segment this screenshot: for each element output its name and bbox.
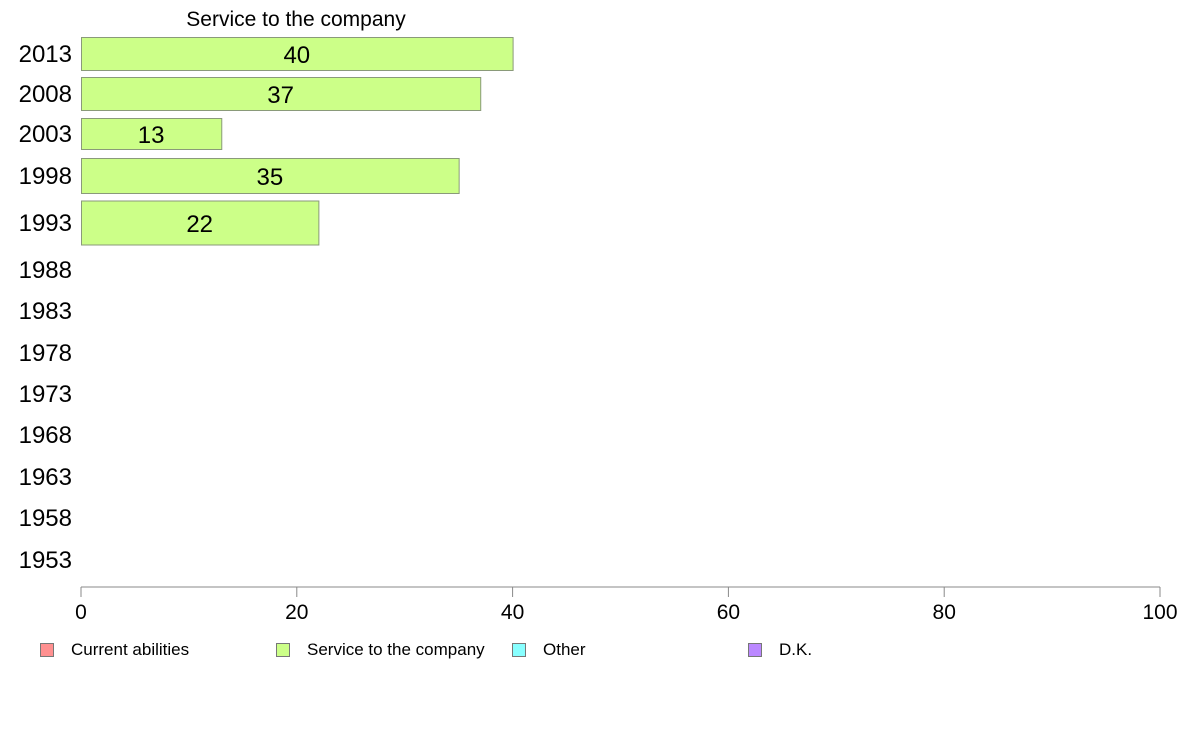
y-tick-label: 2013: [19, 41, 72, 68]
legend: Current abilities Service to the company O…: [0, 640, 1188, 662]
legend-label: Service to the company: [307, 640, 485, 659]
data-label: 35: [256, 164, 283, 191]
x-axis: 0 20 40 60 80 100: [75, 586, 1178, 624]
y-tick-label: 1978: [19, 340, 72, 367]
x-tick-label: 100: [1142, 601, 1177, 624]
legend-item: D.K.: [748, 640, 812, 660]
x-tick-label: 40: [501, 601, 524, 624]
x-tick-label: 80: [933, 601, 956, 624]
data-label: 13: [138, 122, 165, 149]
data-label: 37: [267, 82, 294, 109]
bar: [81, 200, 320, 246]
legend-swatch: [276, 643, 290, 657]
bar: [81, 118, 223, 150]
data-label: 40: [283, 42, 310, 69]
y-tick-label: 1983: [19, 298, 72, 325]
legend-label: D.K.: [779, 640, 813, 659]
bar: [81, 158, 460, 194]
bars-group: 40 37 13 35 22: [81, 37, 514, 246]
legend-item: Service to the company: [276, 640, 485, 660]
data-label: 22: [186, 211, 213, 238]
y-tick-label: 1998: [19, 163, 72, 190]
y-tick-label: 2008: [19, 81, 72, 108]
bar: [81, 77, 482, 111]
y-tick-label: 1993: [19, 210, 72, 237]
y-tick-label: 1973: [19, 381, 72, 408]
chart-title: Service to the company: [186, 8, 406, 31]
y-tick-label: 1988: [19, 257, 72, 284]
legend-item: Other: [512, 640, 586, 660]
x-tick-label: 0: [75, 601, 87, 624]
legend-label: Other: [543, 640, 586, 659]
y-tick-label: 1958: [19, 505, 72, 532]
legend-label: Current abilities: [71, 640, 190, 659]
x-tick-label: 60: [717, 601, 740, 624]
legend-swatch: [512, 643, 526, 657]
y-tick-label: 2003: [19, 121, 72, 148]
y-axis-labels: 2013 2008 2003 1998 1993 1988 1983 1978 1973 1968…: [19, 41, 72, 574]
x-tick-label: 20: [285, 601, 308, 624]
y-tick-label: 1953: [19, 547, 72, 574]
legend-swatch: [40, 643, 54, 657]
y-tick-label: 1968: [19, 422, 72, 449]
legend-swatch: [748, 643, 762, 657]
legend-item: Current abilities: [40, 640, 189, 660]
bar: [81, 37, 514, 71]
y-tick-label: 1963: [19, 464, 72, 491]
